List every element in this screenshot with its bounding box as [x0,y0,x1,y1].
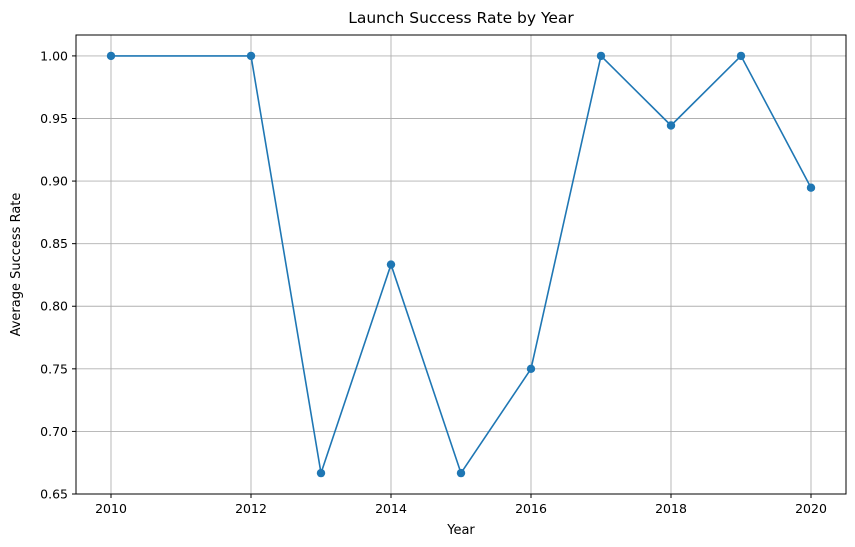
data-point-marker [456,468,466,478]
data-point-marker [316,468,326,478]
data-point-marker [666,121,676,130]
axes-frame [75,34,847,495]
data-point-marker [526,364,536,374]
axis-ticks: 2010 2012 2014 2016 2018 2020 0.65 0.70 0.75 0.80… [40,48,827,516]
y-tick-label: 0.75 [40,361,68,376]
data-point-marker [806,183,816,192]
data-point-marker [246,51,256,61]
data-point-marker [596,51,606,61]
x-tick-label: 2014 [375,501,407,516]
y-tick-label: 0.95 [40,111,68,126]
y-tick-label: 1.00 [40,48,68,63]
y-tick-label: 0.65 [40,487,68,502]
y-axis-label: Average Success Rate [9,193,24,337]
x-tick-label: 2020 [795,501,827,516]
y-tick-label: 0.80 [40,299,68,314]
chart-title: Launch Success Rate by Year [348,9,574,27]
series-line [111,55,812,474]
data-point-marker [106,51,116,61]
y-tick-label: 0.85 [40,236,68,251]
x-tick-label: 2010 [95,501,127,516]
data-point-marker [736,51,746,61]
x-tick-label: 2016 [515,501,547,516]
series-layer [106,51,816,478]
grid [76,35,846,495]
y-tick-label: 0.70 [40,424,68,439]
data-point-marker [386,260,396,269]
x-axis-label: Year [446,523,475,538]
y-tick-label: 0.90 [40,174,68,189]
x-tick-label: 2018 [655,501,687,516]
x-tick-label: 2012 [235,501,267,516]
